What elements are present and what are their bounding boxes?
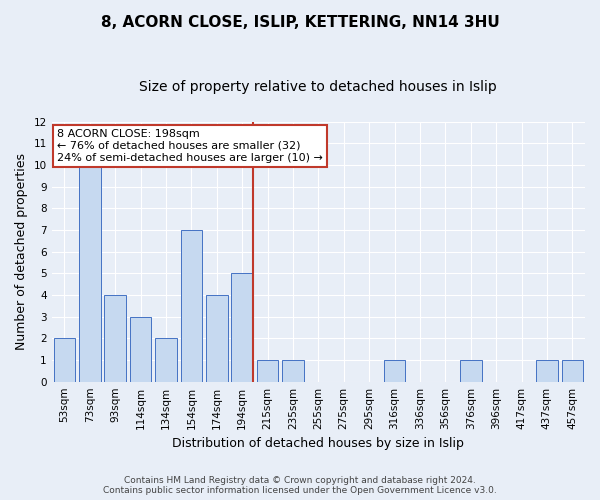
Bar bbox=[206, 295, 227, 382]
Bar bbox=[257, 360, 278, 382]
Bar bbox=[282, 360, 304, 382]
Bar bbox=[232, 274, 253, 382]
Bar bbox=[79, 165, 101, 382]
Text: 8, ACORN CLOSE, ISLIP, KETTERING, NN14 3HU: 8, ACORN CLOSE, ISLIP, KETTERING, NN14 3… bbox=[101, 15, 499, 30]
X-axis label: Distribution of detached houses by size in Islip: Distribution of detached houses by size … bbox=[172, 437, 464, 450]
Bar bbox=[155, 338, 177, 382]
Title: Size of property relative to detached houses in Islip: Size of property relative to detached ho… bbox=[139, 80, 497, 94]
Y-axis label: Number of detached properties: Number of detached properties bbox=[15, 153, 28, 350]
Bar bbox=[104, 295, 126, 382]
Bar bbox=[181, 230, 202, 382]
Text: 8 ACORN CLOSE: 198sqm
← 76% of detached houses are smaller (32)
24% of semi-deta: 8 ACORN CLOSE: 198sqm ← 76% of detached … bbox=[57, 130, 323, 162]
Bar bbox=[536, 360, 557, 382]
Bar bbox=[53, 338, 75, 382]
Bar bbox=[130, 316, 151, 382]
Bar bbox=[460, 360, 482, 382]
Text: Contains HM Land Registry data © Crown copyright and database right 2024.
Contai: Contains HM Land Registry data © Crown c… bbox=[103, 476, 497, 495]
Bar bbox=[384, 360, 406, 382]
Bar bbox=[562, 360, 583, 382]
